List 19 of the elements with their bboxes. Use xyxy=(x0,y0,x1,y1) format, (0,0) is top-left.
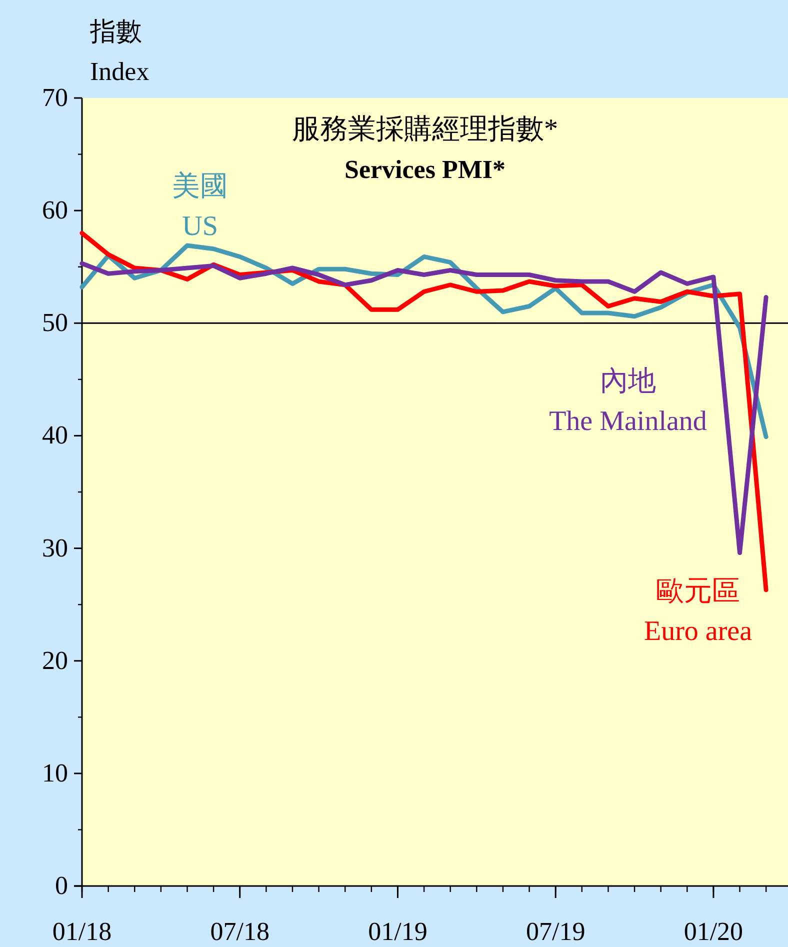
y-tick-label: 20 xyxy=(42,646,68,675)
series-label: 美國 US xyxy=(172,171,228,242)
x-tick-label: 07/19 xyxy=(526,917,586,946)
x-tick-label: 07/18 xyxy=(210,917,270,946)
text: Services PMI* xyxy=(344,155,506,184)
text: 服務業採購經理指數* xyxy=(292,114,558,145)
y-tick-label: 40 xyxy=(42,420,68,450)
x-tick-label: 01/20 xyxy=(684,917,744,946)
y-tick-label: 60 xyxy=(42,196,68,225)
x-tick-label: 01/18 xyxy=(52,917,112,946)
y-tick-label: 0 xyxy=(55,871,68,900)
y-axis-title: 指數 Index xyxy=(89,17,150,86)
x-tick-label: 01/19 xyxy=(368,917,428,946)
y-tick-label: 10 xyxy=(42,758,68,788)
y-tick-label: 30 xyxy=(42,533,68,562)
y-tick-label: 50 xyxy=(42,308,68,338)
series-label: 內地 The Mainland xyxy=(549,366,707,437)
series-label: 歐元區 Euro area xyxy=(644,576,753,647)
y-tick-label: 70 xyxy=(42,83,68,112)
